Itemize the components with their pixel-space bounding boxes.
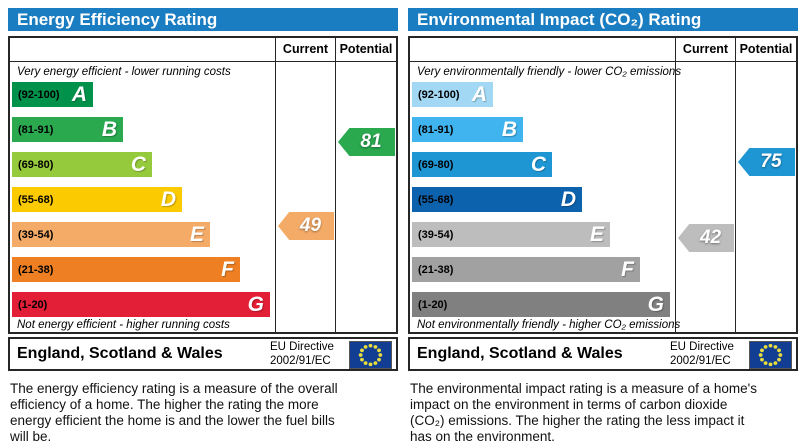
current-rating-arrow: 49 bbox=[278, 212, 334, 240]
footer: England, Scotland & Wales EU Directive 2… bbox=[408, 337, 798, 371]
potential-column-header: Potential bbox=[739, 42, 793, 56]
rating-band-a: (92-100) A bbox=[412, 82, 493, 107]
band-range-label: (55-68) bbox=[418, 193, 454, 206]
rating-band-b: (81-91) B bbox=[412, 117, 523, 142]
band-letter: F bbox=[621, 258, 634, 281]
bottom-note: Not environmentally friendly - higher CO… bbox=[417, 319, 681, 331]
chart-description: The environmental impact rating is a mea… bbox=[410, 381, 757, 444]
column-divider bbox=[335, 38, 336, 332]
rating-band-c: (69-80) C bbox=[412, 152, 552, 177]
column-divider bbox=[275, 38, 276, 332]
eu-directive-line1: EU Directive bbox=[270, 341, 334, 353]
band-range-label: (39-54) bbox=[18, 228, 54, 241]
rating-band-g: (1-20) G bbox=[412, 292, 670, 317]
band-range-label: (21-38) bbox=[18, 263, 54, 276]
band-range-label: (92-100) bbox=[18, 88, 60, 101]
band-range-label: (1-20) bbox=[18, 298, 48, 311]
rating-band-e: (39-54) E bbox=[412, 222, 610, 247]
eu-directive-line1: EU Directive bbox=[670, 341, 734, 353]
bottom-note: Not energy efficient - higher running co… bbox=[17, 319, 230, 331]
band-range-label: (92-100) bbox=[418, 88, 460, 101]
band-range-label: (21-38) bbox=[418, 263, 454, 276]
eu-flag-icon bbox=[749, 341, 792, 369]
eu-directive-label: EU Directive 2002/91/EC bbox=[670, 341, 734, 368]
band-letter: F bbox=[221, 258, 234, 281]
rating-band-d: (55-68) D bbox=[412, 187, 582, 212]
band-letter: D bbox=[560, 188, 576, 211]
rating-band-b: (81-91) B bbox=[12, 117, 123, 142]
potential-rating-value: 75 bbox=[760, 151, 782, 172]
rating-bands: (92-100) A (81-91) B (69-80) C (55-68) D… bbox=[12, 82, 270, 327]
header-divider bbox=[10, 61, 396, 62]
rating-table: Current Potential Very environmentally f… bbox=[408, 36, 798, 334]
current-rating-value: 42 bbox=[699, 227, 722, 248]
panel-title: Environmental Impact (CO₂) Rating bbox=[408, 8, 798, 31]
band-letter: G bbox=[647, 293, 664, 316]
current-column-header: Current bbox=[682, 42, 729, 56]
current-rating-arrow: 42 bbox=[678, 224, 734, 252]
rating-band-f: (21-38) F bbox=[12, 257, 240, 282]
band-letter: E bbox=[189, 223, 204, 246]
rating-band-g: (1-20) G bbox=[12, 292, 270, 317]
band-letter: D bbox=[160, 188, 176, 211]
current-rating-value: 49 bbox=[299, 215, 322, 236]
band-range-label: (55-68) bbox=[18, 193, 54, 206]
eu-directive-line2: 2002/91/EC bbox=[670, 354, 731, 367]
rating-band-d: (55-68) D bbox=[12, 187, 182, 212]
band-letter: E bbox=[589, 223, 604, 246]
rating-band-a: (92-100) A bbox=[12, 82, 93, 107]
band-range-label: (69-80) bbox=[18, 158, 54, 171]
energy-efficiency-panel: Energy Efficiency Rating Current Potenti… bbox=[8, 0, 398, 445]
rating-bands: (92-100) A (81-91) B (69-80) C (55-68) D… bbox=[412, 82, 670, 327]
rating-band-e: (39-54) E bbox=[12, 222, 210, 247]
region-label: England, Scotland & Wales bbox=[17, 345, 223, 362]
eu-flag-icon bbox=[349, 341, 392, 369]
region-label: England, Scotland & Wales bbox=[417, 345, 623, 362]
band-range-label: (81-91) bbox=[18, 123, 54, 136]
potential-rating-arrow: 75 bbox=[738, 148, 795, 176]
chart-description: The energy efficiency rating is a measur… bbox=[10, 381, 338, 444]
eu-directive-line2: 2002/91/EC bbox=[270, 354, 331, 367]
column-divider bbox=[735, 38, 736, 332]
footer: England, Scotland & Wales EU Directive 2… bbox=[8, 337, 398, 371]
panel-title: Energy Efficiency Rating bbox=[8, 8, 398, 31]
band-letter: A bbox=[471, 83, 487, 106]
band-letter: C bbox=[130, 153, 146, 176]
band-letter: C bbox=[530, 153, 546, 176]
band-letter: A bbox=[71, 83, 87, 106]
band-letter: G bbox=[247, 293, 264, 316]
eu-directive-label: EU Directive 2002/91/EC bbox=[270, 341, 334, 368]
rating-table: Current Potential Very energy efficient … bbox=[8, 36, 398, 334]
band-letter: B bbox=[101, 118, 117, 141]
band-letter: B bbox=[501, 118, 517, 141]
header-divider bbox=[410, 61, 796, 62]
top-note: Very energy efficient - lower running co… bbox=[17, 66, 231, 78]
environmental-impact-panel: Environmental Impact (CO₂) Rating Curren… bbox=[408, 0, 798, 445]
rating-band-c: (69-80) C bbox=[12, 152, 152, 177]
rating-band-f: (21-38) F bbox=[412, 257, 640, 282]
column-divider bbox=[675, 38, 676, 332]
top-note: Very environmentally friendly - lower CO… bbox=[417, 66, 682, 78]
band-range-label: (1-20) bbox=[418, 298, 448, 311]
potential-rating-value: 81 bbox=[360, 131, 382, 152]
potential-column-header: Potential bbox=[339, 42, 393, 56]
band-range-label: (69-80) bbox=[418, 158, 454, 171]
band-range-label: (39-54) bbox=[418, 228, 454, 241]
band-range-label: (81-91) bbox=[418, 123, 454, 136]
current-column-header: Current bbox=[282, 42, 329, 56]
potential-rating-arrow: 81 bbox=[338, 128, 395, 156]
